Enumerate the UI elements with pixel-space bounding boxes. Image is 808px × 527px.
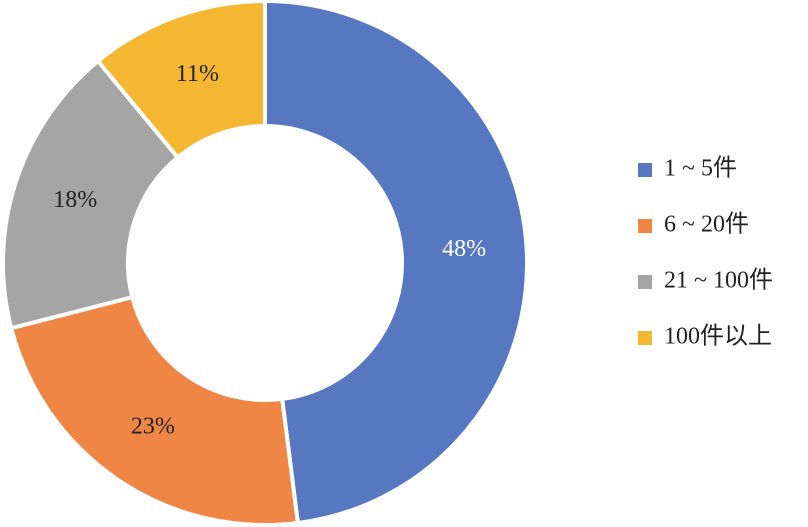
data-label: 23%	[131, 414, 175, 440]
legend-label: 1 ~ 5件	[664, 155, 737, 182]
legend-label: 21 ~ 100件	[664, 267, 773, 294]
legend-label: 6 ~ 20件	[664, 211, 749, 238]
donut-slice	[95, 0, 267, 161]
legend-swatch	[638, 219, 652, 233]
legend-swatch	[638, 331, 652, 345]
legend-swatch	[638, 275, 652, 289]
donut-slice	[8, 294, 301, 527]
data-label: 18%	[53, 187, 97, 213]
data-label: 48%	[442, 236, 486, 262]
data-label: 11%	[176, 61, 219, 87]
donut-slice	[263, 0, 529, 526]
legend-swatch	[638, 163, 652, 177]
donut-slice	[1, 58, 181, 331]
legend-label: 100件以上	[664, 323, 772, 350]
